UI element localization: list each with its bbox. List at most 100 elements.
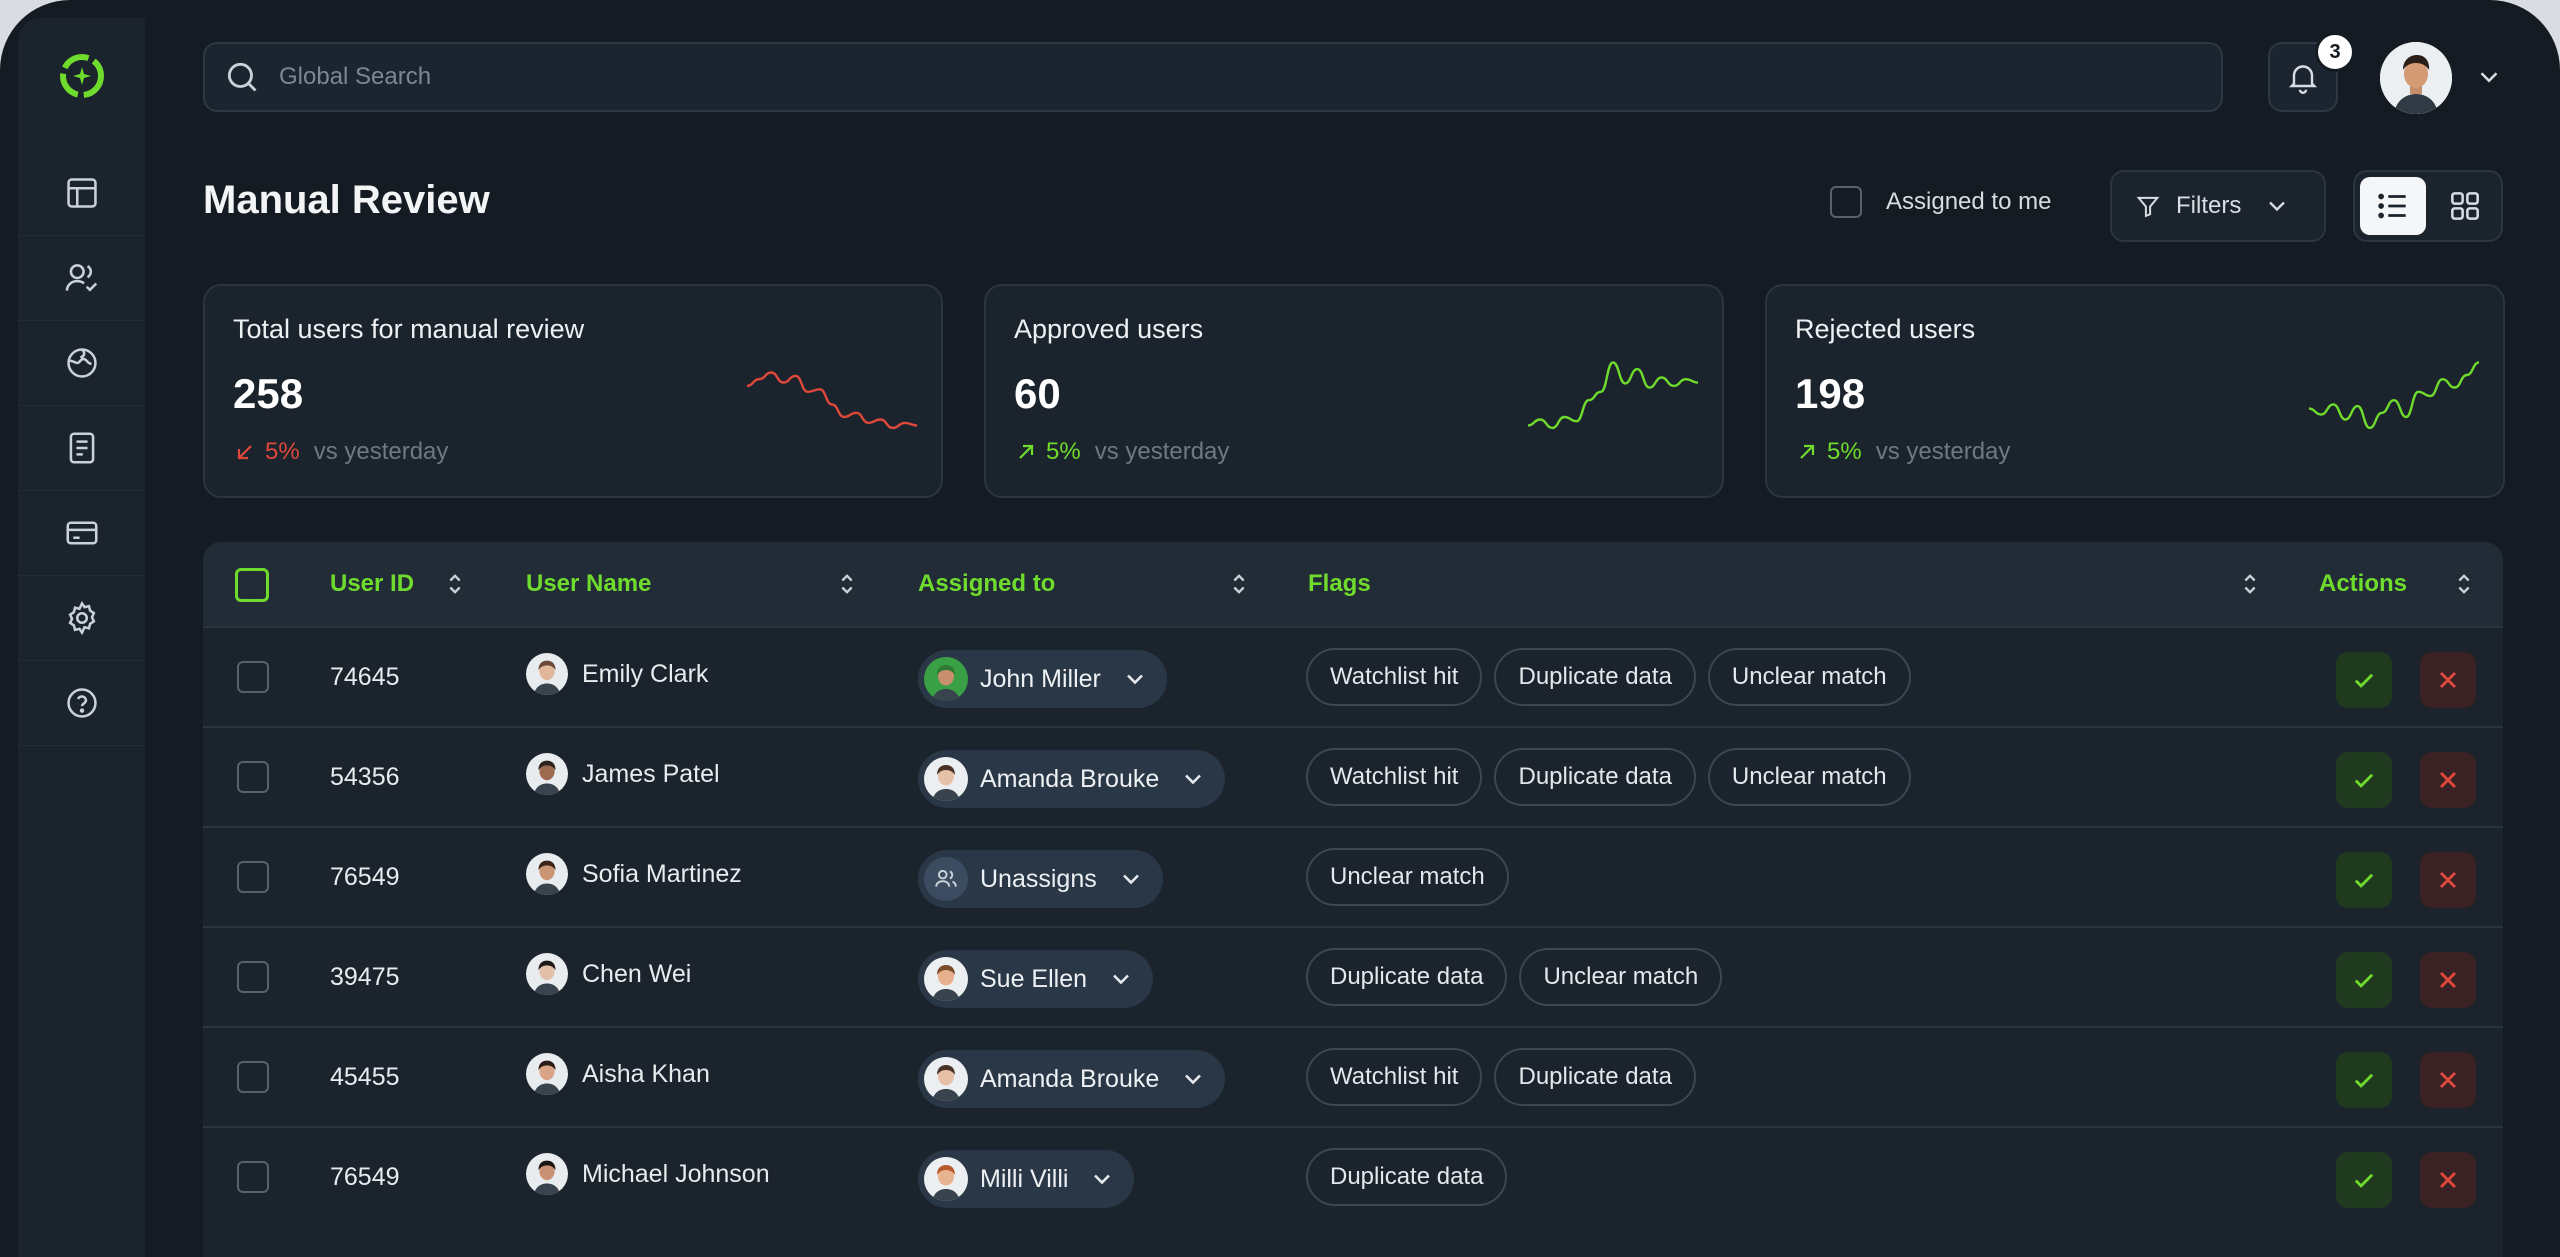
flag-tag[interactable]: Watchlist hit (1306, 748, 1483, 806)
table-icon (66, 177, 97, 208)
reject-button[interactable] (2420, 952, 2476, 1008)
close-icon (2440, 872, 2456, 888)
sort-icon[interactable] (2450, 570, 2478, 598)
column-header-user-id[interactable]: User ID (330, 542, 414, 626)
row-checkbox[interactable] (237, 661, 269, 693)
user-name-cell: Aisha Khan (526, 1053, 710, 1095)
approve-button[interactable] (2336, 652, 2392, 708)
assignee-dropdown[interactable]: John Miller (918, 650, 1167, 708)
flag-tag[interactable]: Watchlist hit (1306, 1048, 1483, 1106)
user-name: Michael Johnson (582, 1159, 770, 1188)
column-header-assigned-to[interactable]: Assigned to (918, 542, 1055, 626)
logo-icon[interactable] (56, 50, 108, 102)
row-checkbox[interactable] (237, 761, 269, 793)
assignee-name: Unassigns (980, 864, 1097, 893)
assignee-dropdown[interactable]: Amanda Brouke (918, 1050, 1226, 1108)
filters-label: Filters (2176, 192, 2242, 219)
reject-button[interactable] (2420, 1152, 2476, 1208)
flag-tag[interactable]: Unclear match (1707, 648, 1911, 706)
sidebar-item-documents[interactable] (18, 405, 145, 491)
flag-tag[interactable]: Duplicate data (1494, 748, 1696, 806)
sidebar-item-payments[interactable] (18, 490, 145, 576)
search-icon (227, 62, 257, 92)
sort-icon[interactable] (833, 570, 861, 598)
row-checkbox[interactable] (237, 1061, 269, 1093)
flag-tag[interactable]: Unclear match (1519, 948, 1723, 1006)
sidebar-item-help[interactable] (18, 660, 145, 746)
sort-icon[interactable] (441, 570, 469, 598)
flags-list: Duplicate data (1306, 1148, 1508, 1206)
avatar-image (2380, 42, 2452, 114)
sidebar-item-dashboard[interactable] (18, 150, 145, 236)
flag-tag[interactable]: Duplicate data (1494, 1048, 1696, 1106)
flags-list: Duplicate data Unclear match (1306, 948, 1723, 1006)
stat-card-approved: Approved users 60 5% vs yesterday (984, 284, 1724, 498)
user-id: 76549 (330, 863, 400, 891)
flag-tag[interactable]: Unclear match (1306, 848, 1509, 906)
column-header-actions[interactable]: Actions (2319, 542, 2407, 626)
assignee-dropdown[interactable]: Amanda Brouke (918, 750, 1226, 808)
arrow-down-left-icon (237, 445, 252, 460)
assigned-to-me-checkbox[interactable] (1830, 186, 1862, 218)
stat-delta: 5% vs yesterday (1795, 438, 2010, 466)
close-icon (2440, 972, 2456, 988)
sort-icon[interactable] (2236, 570, 2264, 598)
account-menu-chevron-icon[interactable] (2474, 62, 2504, 92)
user-name: Emily Clark (582, 659, 709, 688)
notifications-button[interactable] (2268, 42, 2338, 112)
sparkline-approved (1528, 361, 1698, 430)
sparkline-path (2309, 361, 2479, 430)
global-search[interactable] (203, 42, 2223, 112)
user-avatar[interactable] (2380, 42, 2452, 114)
approve-button[interactable] (2336, 1152, 2392, 1208)
assignee-name: Sue Ellen (980, 964, 1088, 993)
stat-delta: 5% vs yesterday (233, 438, 448, 466)
approve-button[interactable] (2336, 752, 2392, 808)
column-header-user-name[interactable]: User Name (526, 542, 651, 626)
assignee-dropdown[interactable]: Sue Ellen (918, 950, 1154, 1008)
sidebar-item-settings[interactable] (18, 575, 145, 661)
filters-dropdown[interactable]: Filters (2110, 170, 2326, 242)
approve-button[interactable] (2336, 1052, 2392, 1108)
reject-button[interactable] (2420, 852, 2476, 908)
sparkline-total (747, 371, 917, 430)
list-icon (2378, 193, 2406, 219)
chevron-down-icon (1122, 874, 1139, 885)
sidebar-item-users[interactable] (18, 235, 145, 321)
select-all-checkbox[interactable] (235, 568, 269, 602)
row-checkbox[interactable] (237, 861, 269, 893)
column-header-flags[interactable]: Flags (1308, 542, 1371, 626)
assignee-name: Amanda Brouke (980, 1064, 1160, 1093)
row-checkbox[interactable] (237, 1161, 269, 1193)
assignee-avatar (924, 757, 968, 801)
list-view-button[interactable] (2360, 177, 2426, 235)
flag-tag[interactable]: Watchlist hit (1306, 648, 1483, 706)
row-checkbox[interactable] (237, 961, 269, 993)
grid-view-button[interactable] (2432, 177, 2498, 235)
user-id: 54356 (330, 763, 400, 791)
review-table: User ID User Name Assigned to Flags Acti… (203, 542, 2503, 1257)
approve-button[interactable] (2336, 952, 2392, 1008)
assignee-dropdown[interactable]: Milli Villi (918, 1150, 1135, 1208)
user-name: James Patel (582, 759, 720, 788)
flag-tag[interactable]: Duplicate data (1494, 648, 1696, 706)
sidebar-item-analytics[interactable] (18, 320, 145, 406)
assigned-to-me-toggle[interactable]: Assigned to me (1830, 186, 2051, 218)
assignee-dropdown[interactable]: Unassigns (918, 850, 1163, 908)
column-label: Actions (2319, 570, 2408, 597)
flag-tag[interactable]: Unclear match (1707, 748, 1911, 806)
credit-card-icon (65, 520, 98, 545)
flag-tag[interactable]: Duplicate data (1306, 948, 1508, 1006)
reject-button[interactable] (2420, 652, 2476, 708)
flag-tag[interactable]: Duplicate data (1306, 1148, 1508, 1206)
assignee-name: Milli Villi (980, 1164, 1069, 1193)
sort-icon[interactable] (1225, 570, 1253, 598)
help-icon (66, 687, 97, 718)
chevron-down-icon (1126, 674, 1143, 685)
search-input[interactable] (277, 62, 2081, 92)
user-name-cell: Emily Clark (526, 653, 708, 695)
approve-button[interactable] (2336, 852, 2392, 908)
reject-button[interactable] (2420, 1052, 2476, 1108)
user-name-cell: Sofia Martinez (526, 853, 742, 895)
reject-button[interactable] (2420, 752, 2476, 808)
